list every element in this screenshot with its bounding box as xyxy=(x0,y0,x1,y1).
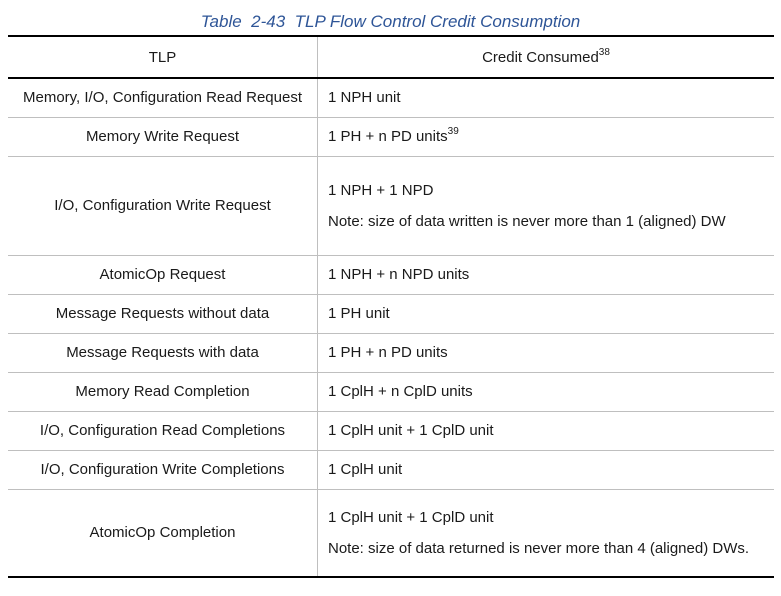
footnote-ref-39: 39 xyxy=(447,126,459,137)
credit-text: 1 CplH unit + 1 CplD unit xyxy=(328,508,494,526)
tlp-cell: I/O, Configuration Write Request xyxy=(8,156,318,255)
table-row: AtomicOp Completion 1 CplH unit + 1 CplD… xyxy=(8,489,774,577)
tlp-cell: I/O, Configuration Read Completions xyxy=(8,411,318,450)
table-row: Memory Read Completion 1 CplH + n CplD u… xyxy=(8,372,774,411)
credit-cell: 1 CplH + n CplD units xyxy=(328,383,473,400)
credit-cell: 1 CplH unit + 1 CplD unit Note: size of … xyxy=(318,489,775,577)
credit-cell: 1 NPH + n NPD units xyxy=(328,266,470,283)
credit-note: Note: size of data returned is never mor… xyxy=(328,539,750,557)
tlp-cell: AtomicOp Completion xyxy=(8,489,318,577)
tlp-cell: Memory Write Request xyxy=(8,117,318,156)
credit-cell: 1 PH + n PD units xyxy=(328,344,448,361)
table-header-row: TLP Credit Consumed38 xyxy=(8,35,774,79)
table-row: I/O, Configuration Write Completions 1 C… xyxy=(8,450,774,489)
credit-cell: 1 CplH unit xyxy=(328,461,403,478)
table-row: AtomicOp Request 1 NPH + n NPD units xyxy=(8,255,774,294)
header-credit-label: Credit Consumed xyxy=(482,48,599,66)
table-row: Memory, I/O, Configuration Read Request … xyxy=(8,78,774,117)
header-credit-consumed: Credit Consumed38 xyxy=(317,35,774,79)
table-caption: Table 2-43 TLP Flow Control Credit Consu… xyxy=(200,12,581,31)
header-tlp: TLP xyxy=(8,35,318,79)
credit-text: 1 PH + n PD units xyxy=(328,128,448,145)
credit-cell: 1 PH unit xyxy=(328,305,390,322)
credit-cell: 1 PH + n PD units39 xyxy=(318,117,775,156)
tlp-cell: Memory Read Completion xyxy=(8,372,318,411)
credit-text: 1 NPH + 1 NPD xyxy=(328,181,434,199)
table-row: I/O, Configuration Write Request 1 NPH +… xyxy=(8,156,774,255)
tlp-cell: Message Requests with data xyxy=(8,333,318,372)
table-row: Message Requests with data 1 PH + n PD u… xyxy=(8,333,774,372)
tlp-cell: AtomicOp Request xyxy=(8,255,318,294)
tlp-cell: Message Requests without data xyxy=(8,294,318,333)
tlp-cell: I/O, Configuration Write Completions xyxy=(8,450,318,489)
table-row: Message Requests without data 1 PH unit xyxy=(8,294,774,333)
credit-cell: 1 NPH unit xyxy=(328,89,401,107)
credit-note: Note: size of data written is never more… xyxy=(328,212,726,230)
table-row: I/O, Configuration Read Completions 1 Cp… xyxy=(8,411,774,450)
footnote-ref-38: 38 xyxy=(598,46,610,58)
tlp-cell: Memory, I/O, Configuration Read Request xyxy=(8,78,318,117)
credit-cell: 1 CplH unit + 1 CplD unit xyxy=(328,422,494,439)
credit-cell: 1 NPH + 1 NPD Note: size of data written… xyxy=(318,156,775,255)
flow-control-credit-table: TLP Credit Consumed38 Memory, I/O, Confi… xyxy=(8,35,774,578)
table-row: Memory Write Request 1 PH + n PD units39 xyxy=(8,117,774,156)
